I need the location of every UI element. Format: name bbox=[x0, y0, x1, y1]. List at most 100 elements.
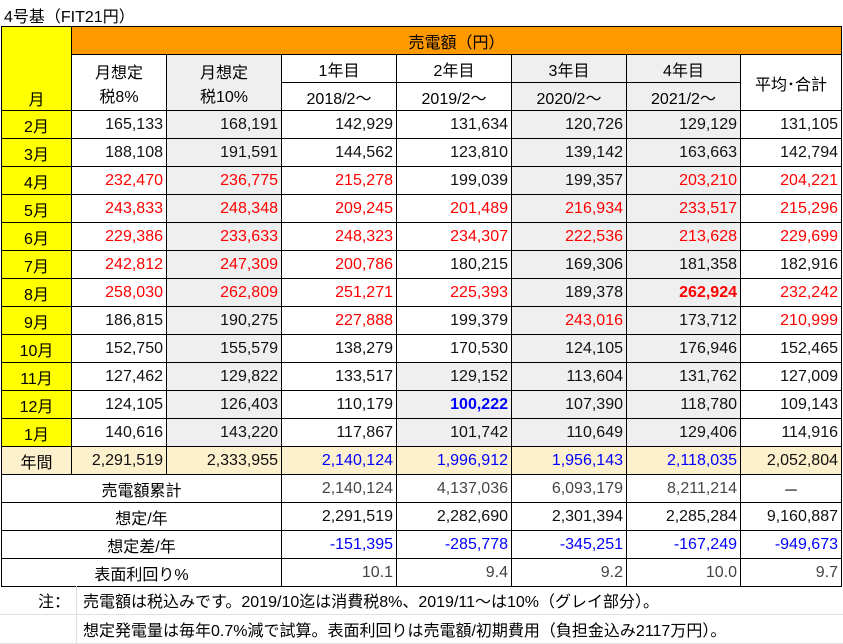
summary-cell[interactable]: 10.1 bbox=[281, 558, 397, 587]
value-cell[interactable]: 242,812 bbox=[71, 250, 167, 279]
summary-cell[interactable]: 2,291,519 bbox=[281, 502, 397, 531]
value-cell[interactable]: 243,016 bbox=[511, 306, 627, 335]
month-cell[interactable]: 7月 bbox=[1, 250, 72, 279]
month-cell[interactable]: 9月 bbox=[1, 306, 72, 335]
summary-cell[interactable]: 9,160,887 bbox=[740, 502, 842, 531]
annual-label[interactable]: 年間 bbox=[1, 446, 72, 475]
value-cell[interactable]: 123,810 bbox=[396, 138, 512, 167]
annual-cell[interactable]: 2,291,519 bbox=[71, 446, 167, 475]
value-cell[interactable]: 258,030 bbox=[71, 278, 167, 307]
summary-cell[interactable]: 9.7 bbox=[740, 558, 842, 587]
value-cell[interactable]: 236,775 bbox=[166, 166, 282, 195]
value-cell[interactable]: 251,271 bbox=[281, 278, 397, 307]
value-cell[interactable]: 215,278 bbox=[281, 166, 397, 195]
value-cell[interactable]: 152,750 bbox=[71, 334, 167, 363]
value-cell[interactable]: 129,406 bbox=[626, 418, 741, 447]
value-cell[interactable]: 189,378 bbox=[511, 278, 627, 307]
value-cell[interactable]: 225,393 bbox=[396, 278, 512, 307]
value-cell[interactable]: 152,465 bbox=[740, 334, 842, 363]
value-cell[interactable]: 188,108 bbox=[71, 138, 167, 167]
summary-cell[interactable]: 10.0 bbox=[626, 558, 741, 587]
month-cell[interactable]: 4月 bbox=[1, 166, 72, 195]
value-cell[interactable]: 101,742 bbox=[396, 418, 512, 447]
summary-cell[interactable]: － bbox=[740, 474, 842, 503]
value-cell[interactable]: 131,105 bbox=[740, 110, 842, 139]
annual-cell[interactable]: 1,996,912 bbox=[396, 446, 512, 475]
value-cell[interactable]: 165,133 bbox=[71, 110, 167, 139]
value-cell[interactable]: 201,489 bbox=[396, 194, 512, 223]
value-cell[interactable]: 180,215 bbox=[396, 250, 512, 279]
value-cell[interactable]: 243,833 bbox=[71, 194, 167, 223]
value-cell[interactable]: 216,934 bbox=[511, 194, 627, 223]
value-cell[interactable]: 182,916 bbox=[740, 250, 842, 279]
month-cell[interactable]: 10月 bbox=[1, 334, 72, 363]
value-cell[interactable]: 248,348 bbox=[166, 194, 282, 223]
summary-cell[interactable]: 2,301,394 bbox=[511, 502, 627, 531]
value-cell[interactable]: 213,628 bbox=[626, 222, 741, 251]
summary-cell[interactable]: 6,093,179 bbox=[511, 474, 627, 503]
value-cell[interactable]: 129,129 bbox=[626, 110, 741, 139]
value-cell[interactable]: 124,105 bbox=[511, 334, 627, 363]
summary-cell[interactable]: 2,140,124 bbox=[281, 474, 397, 503]
month-cell[interactable]: 5月 bbox=[1, 194, 72, 223]
value-cell[interactable]: 138,279 bbox=[281, 334, 397, 363]
value-cell[interactable]: 233,633 bbox=[166, 222, 282, 251]
value-cell[interactable]: 133,517 bbox=[281, 362, 397, 391]
value-cell[interactable]: 155,579 bbox=[166, 334, 282, 363]
summary-cell[interactable]: 9.2 bbox=[511, 558, 627, 587]
value-cell[interactable]: 229,699 bbox=[740, 222, 842, 251]
month-cell[interactable]: 8月 bbox=[1, 278, 72, 307]
summary-cell[interactable]: 4,137,036 bbox=[396, 474, 512, 503]
summary-cell[interactable]: 8,211,214 bbox=[626, 474, 741, 503]
month-cell[interactable]: 6月 bbox=[1, 222, 72, 251]
value-cell[interactable]: 215,296 bbox=[740, 194, 842, 223]
value-cell[interactable]: 262,924 bbox=[626, 278, 741, 307]
summary-cell[interactable]: 2,285,284 bbox=[626, 502, 741, 531]
value-cell[interactable]: 114,916 bbox=[740, 418, 842, 447]
value-cell[interactable]: 227,888 bbox=[281, 306, 397, 335]
annual-cell[interactable]: 1,956,143 bbox=[511, 446, 627, 475]
month-cell[interactable]: 3月 bbox=[1, 138, 72, 167]
value-cell[interactable]: 209,245 bbox=[281, 194, 397, 223]
value-cell[interactable]: 131,634 bbox=[396, 110, 512, 139]
value-cell[interactable]: 191,591 bbox=[166, 138, 282, 167]
annual-cell[interactable]: 2,052,804 bbox=[740, 446, 842, 475]
value-cell[interactable]: 142,794 bbox=[740, 138, 842, 167]
annual-cell[interactable]: 2,333,955 bbox=[166, 446, 282, 475]
value-cell[interactable]: 129,152 bbox=[396, 362, 512, 391]
value-cell[interactable]: 110,179 bbox=[281, 390, 397, 419]
value-cell[interactable]: 129,822 bbox=[166, 362, 282, 391]
value-cell[interactable]: 229,386 bbox=[71, 222, 167, 251]
value-cell[interactable]: 232,470 bbox=[71, 166, 167, 195]
value-cell[interactable]: 140,616 bbox=[71, 418, 167, 447]
value-cell[interactable]: 199,039 bbox=[396, 166, 512, 195]
value-cell[interactable]: 144,562 bbox=[281, 138, 397, 167]
summary-cell[interactable]: 9.4 bbox=[396, 558, 512, 587]
value-cell[interactable]: 200,786 bbox=[281, 250, 397, 279]
annual-cell[interactable]: 2,118,035 bbox=[626, 446, 741, 475]
value-cell[interactable]: 113,604 bbox=[511, 362, 627, 391]
value-cell[interactable]: 181,358 bbox=[626, 250, 741, 279]
value-cell[interactable]: 186,815 bbox=[71, 306, 167, 335]
value-cell[interactable]: 100,222 bbox=[396, 390, 512, 419]
summary-cell[interactable]: -285,778 bbox=[396, 530, 512, 559]
value-cell[interactable]: 120,726 bbox=[511, 110, 627, 139]
value-cell[interactable]: 222,536 bbox=[511, 222, 627, 251]
annual-cell[interactable]: 2,140,124 bbox=[281, 446, 397, 475]
value-cell[interactable]: 124,105 bbox=[71, 390, 167, 419]
month-cell[interactable]: 11月 bbox=[1, 362, 72, 391]
month-cell[interactable]: 1月 bbox=[1, 418, 72, 447]
value-cell[interactable]: 210,999 bbox=[740, 306, 842, 335]
value-cell[interactable]: 109,143 bbox=[740, 390, 842, 419]
value-cell[interactable]: 232,242 bbox=[740, 278, 842, 307]
value-cell[interactable]: 118,780 bbox=[626, 390, 741, 419]
summary-cell[interactable]: -345,251 bbox=[511, 530, 627, 559]
value-cell[interactable]: 168,191 bbox=[166, 110, 282, 139]
value-cell[interactable]: 127,462 bbox=[71, 362, 167, 391]
value-cell[interactable]: 203,210 bbox=[626, 166, 741, 195]
value-cell[interactable]: 204,221 bbox=[740, 166, 842, 195]
value-cell[interactable]: 190,275 bbox=[166, 306, 282, 335]
value-cell[interactable]: 199,357 bbox=[511, 166, 627, 195]
value-cell[interactable]: 173,712 bbox=[626, 306, 741, 335]
value-cell[interactable]: 110,649 bbox=[511, 418, 627, 447]
